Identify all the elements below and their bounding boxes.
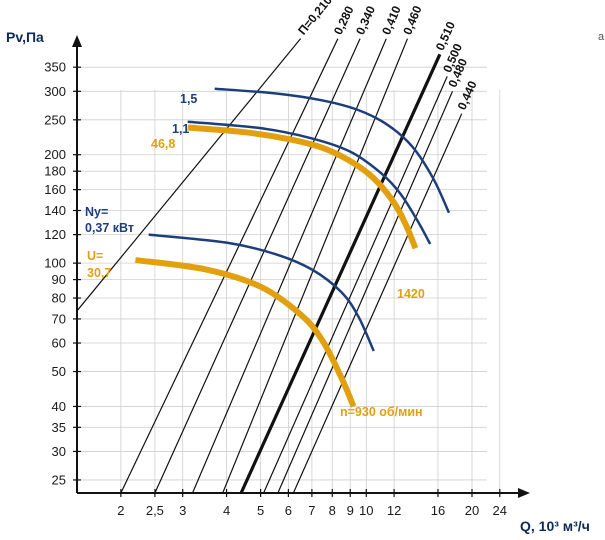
y-tick-label-2: 35 [52,420,66,435]
y-tick-label-17: 350 [44,60,66,75]
x-tick-label-4: 5 [257,503,264,518]
y-tick-label-15: 250 [44,112,66,127]
x-tick-label-7: 8 [329,503,336,518]
efficiency-label-0: Π=0,210 [295,0,335,38]
x-tick-label-1: 2,5 [146,503,164,518]
x-tick-label-0: 2 [117,503,124,518]
y-tick-label-3: 40 [52,399,66,414]
u-label-line2: 30,7 [87,266,111,280]
curve-1 [187,120,432,245]
x-tick-label-13: 24 [493,503,507,518]
y-tick-label-7: 80 [52,291,66,306]
performance-curves [135,87,451,408]
y-tick-label-16: 300 [44,84,66,99]
x-axis-title: Q, 10³ м³/ч [520,518,590,534]
y-tick-label-14: 200 [44,147,66,162]
grid [77,66,501,493]
rpm-label-930: n=930 об/мин [340,405,423,419]
axes [72,35,530,498]
y-tick-label-8: 90 [52,272,66,287]
x-tick-label-3: 4 [223,503,230,518]
curve-3 [148,233,375,352]
x-tick-label-8: 9 [347,503,354,518]
rpm-label-1420: 1420 [397,287,425,301]
u-label-line1: U= [87,249,103,263]
efficiency-line-0 [77,38,302,312]
y-tick-label-5: 60 [52,336,66,351]
ny-label-line1: Ny= [85,205,108,219]
y-tick-label-10: 120 [44,227,66,242]
curve-4 [135,257,357,408]
y-tick-label-6: 70 [52,311,66,326]
efficiency-line-2 [154,38,361,493]
y-tick-label-9: 100 [44,256,66,271]
y-axis-arrow [72,35,82,47]
power-label-1-1: 1,1 [172,122,189,136]
x-tick-label-9: 10 [359,503,373,518]
edge-mark: a [598,31,605,43]
y-tick-label-11: 140 [44,203,66,218]
y-tick-label-1: 30 [52,444,66,459]
efficiency-line-7 [277,91,454,493]
u-label-46-8: 46,8 [151,137,175,151]
annotations: Pv,Па Q, 10³ м³/ч 1,5 1,1 46,8 Ny= 0,37 … [6,29,605,534]
x-tick-label-5: 6 [285,503,292,518]
x-tick-label-6: 7 [308,503,315,518]
x-tick-label-2: 3 [179,503,186,518]
efficiency-label-2: 0,340 [353,3,378,36]
efficiency-lines [77,38,463,493]
y-tick-label-4: 50 [52,364,66,379]
curve-2 [187,124,419,250]
efficiency-line-5 [239,53,442,493]
efficiency-line-4 [222,38,409,493]
x-tick-label-12: 20 [465,503,479,518]
efficiency-label-4: 0,460 [400,3,424,36]
efficiency-line-6 [263,76,448,493]
x-tick-label-10: 12 [387,503,401,518]
y-tick-label-0: 25 [52,472,66,487]
curve-0 [214,87,451,214]
y-tick-label-12: 160 [44,182,66,197]
x-axis-arrow [518,488,530,498]
x-tick-label-11: 16 [431,503,445,518]
power-label-1-5: 1,5 [180,92,197,106]
ny-label-line2: 0,37 кВт [85,221,134,235]
efficiency-line-1 [120,38,339,493]
y-axis-title: Pv,Па [6,29,44,45]
tick-labels: 2 2,5 3 4 5 6 7 8 9 10 12 16 20 242530354050607080901… [44,60,507,518]
efficiency-line-3 [191,38,387,493]
y-tick-label-13: 180 [44,164,66,179]
